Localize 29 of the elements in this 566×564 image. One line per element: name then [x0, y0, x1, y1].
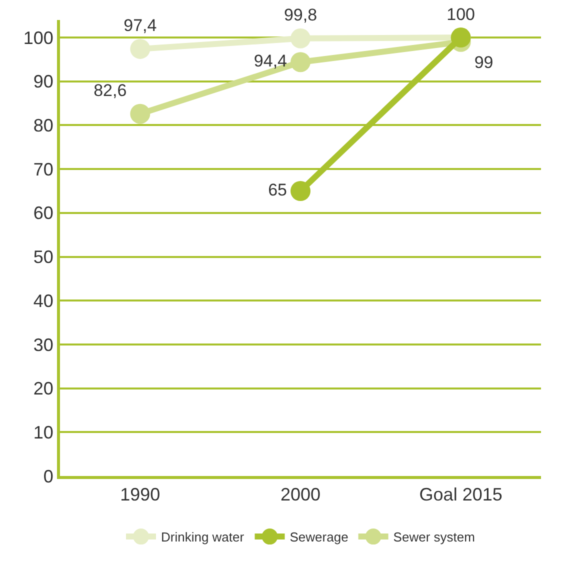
y-tick-label: 20: [33, 378, 54, 399]
point: [290, 52, 310, 72]
y-tick-label: 80: [33, 116, 54, 136]
x-tick-label: 1990: [120, 484, 160, 505]
data-label: 97,4: [124, 16, 157, 36]
legend-label: Drinking water: [161, 530, 245, 545]
y-tick-label: 60: [33, 203, 54, 224]
y-tick-label: 100: [23, 28, 54, 48]
data-label: 100: [446, 4, 476, 24]
y-tick-label: 10: [33, 422, 54, 442]
data-label: 82,6: [94, 81, 127, 100]
point: [130, 104, 150, 124]
point: [290, 181, 310, 201]
point: [290, 28, 310, 48]
y-tick-label: 30: [33, 334, 54, 355]
y-tick-label: 90: [33, 72, 54, 92]
y-tick-label: 70: [33, 159, 54, 180]
legend-label: Sewerage: [290, 530, 348, 545]
point: [130, 38, 150, 59]
y-tick-label: 40: [33, 290, 54, 311]
y-tick-label: 0: [43, 466, 54, 486]
x-tick-label: 2000: [280, 484, 321, 505]
legend-label: Sewer system: [393, 530, 475, 545]
data-label: 94,4: [254, 51, 287, 70]
x-tick-label: Goal 2015: [419, 484, 502, 505]
data-label: 99,8: [284, 6, 318, 25]
y-tick-label: 50: [33, 247, 54, 268]
data-label: 65: [268, 180, 287, 200]
data-label: 99: [474, 53, 494, 72]
